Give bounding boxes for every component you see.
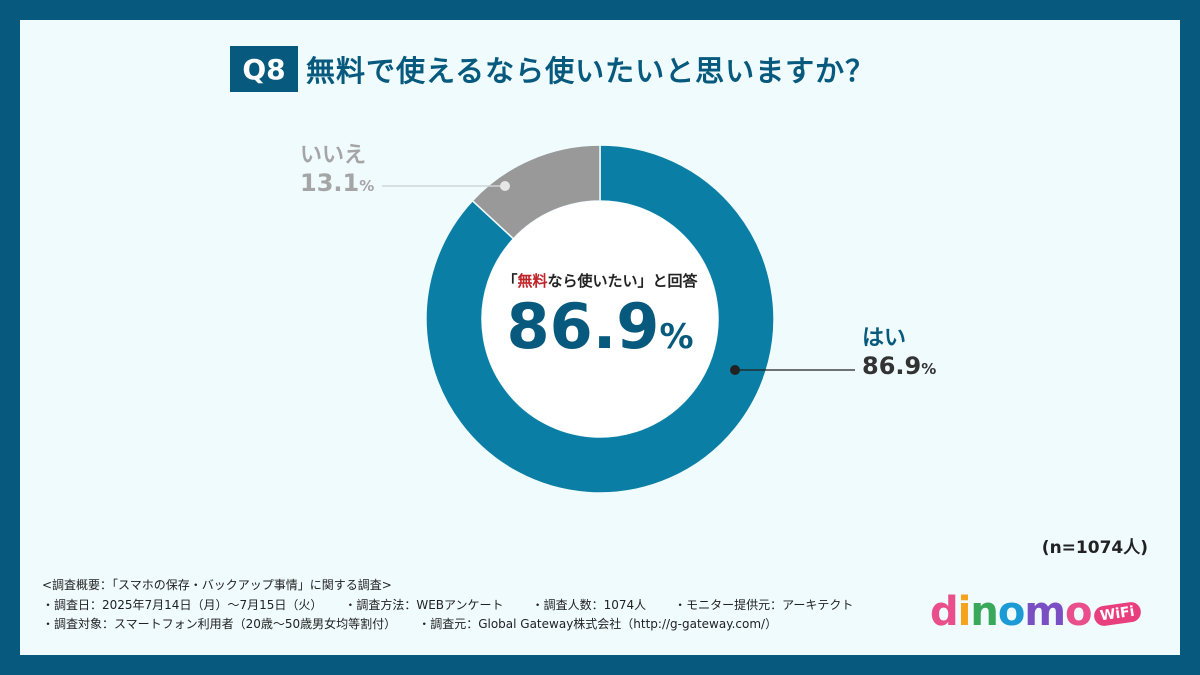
no-label-value-row: 13.1% xyxy=(300,169,374,200)
logo-letter: o xyxy=(1065,589,1093,635)
survey-count: ・調査人数：1074人 xyxy=(531,597,647,612)
logo-letter: o xyxy=(997,589,1026,635)
logo-letters: dinomo xyxy=(930,589,1093,635)
logo-wifi-badge: WiFi xyxy=(1092,600,1142,628)
center-caption-rest: なら使いたい」と回答 xyxy=(547,272,698,290)
yes-label-unit: % xyxy=(921,360,937,378)
center-caption-open: 「 xyxy=(502,272,518,290)
dinomo-wifi-logo: dinomo WiFi xyxy=(930,589,1142,635)
slice-label-no: いいえ 13.1% xyxy=(300,143,374,200)
question-number-badge: Q8 xyxy=(230,46,298,92)
no-label-unit: % xyxy=(359,177,375,195)
survey-date: ・調査日：2025年7月14日（月）〜7月15日（火） xyxy=(42,597,317,612)
survey-notes-row-1: ・調査日：2025年7月14日（月）〜7月15日（火） ・調査方法：WEBアンケー… xyxy=(42,596,881,616)
yes-leader-dot xyxy=(730,365,740,375)
no-label-name: いいえ xyxy=(300,143,367,168)
logo-letter: d xyxy=(930,589,959,635)
yes-label-value-row: 86.9% xyxy=(862,352,936,383)
question-header: Q8 無料で使えるなら使いたいと思いますか？ xyxy=(230,46,875,92)
survey-source: ・調査元：Global Gateway株式会社（http://g-gateway… xyxy=(418,617,778,631)
survey-method: ・調査方法：WEBアンケート xyxy=(344,597,504,612)
yes-label-value: 86.9 xyxy=(862,352,922,380)
center-value: 86.9% xyxy=(480,290,720,363)
center-caption: 「無料なら使いたい」と回答 xyxy=(480,270,720,291)
logo-letter: m xyxy=(1024,589,1066,635)
question-title: 無料で使えるなら使いたいと思いますか？ xyxy=(306,54,876,88)
no-label-value: 13.1 xyxy=(300,169,360,197)
slice-label-yes: はい 86.9% xyxy=(862,326,936,383)
center-caption-highlight: 無料 xyxy=(517,272,548,290)
no-leader-dot xyxy=(500,181,510,191)
yes-label-name: はい xyxy=(862,326,907,351)
logo-letter: n xyxy=(970,589,999,635)
survey-target: ・調査対象：スマートフォン利用者（20歳〜50歳男女均等割付） xyxy=(42,617,391,631)
survey-notes-row-2: ・調査対象：スマートフォン利用者（20歳〜50歳男女均等割付） ・調査元：Glob… xyxy=(42,615,881,635)
center-value-number: 86.9 xyxy=(506,290,660,363)
logo-letter: i xyxy=(957,589,972,635)
sample-size: (n=1074人) xyxy=(1041,538,1148,558)
donut-hole xyxy=(482,201,718,437)
center-value-unit: % xyxy=(659,317,694,357)
survey-notes: <調査概要：「スマホの保存・バックアップ事情」に関する調査> ・調査日：2025… xyxy=(42,576,881,635)
survey-provider: ・モニター提供元：アーキテクト xyxy=(674,597,854,612)
survey-notes-heading: <調査概要：「スマホの保存・バックアップ事情」に関する調査> xyxy=(42,578,392,592)
